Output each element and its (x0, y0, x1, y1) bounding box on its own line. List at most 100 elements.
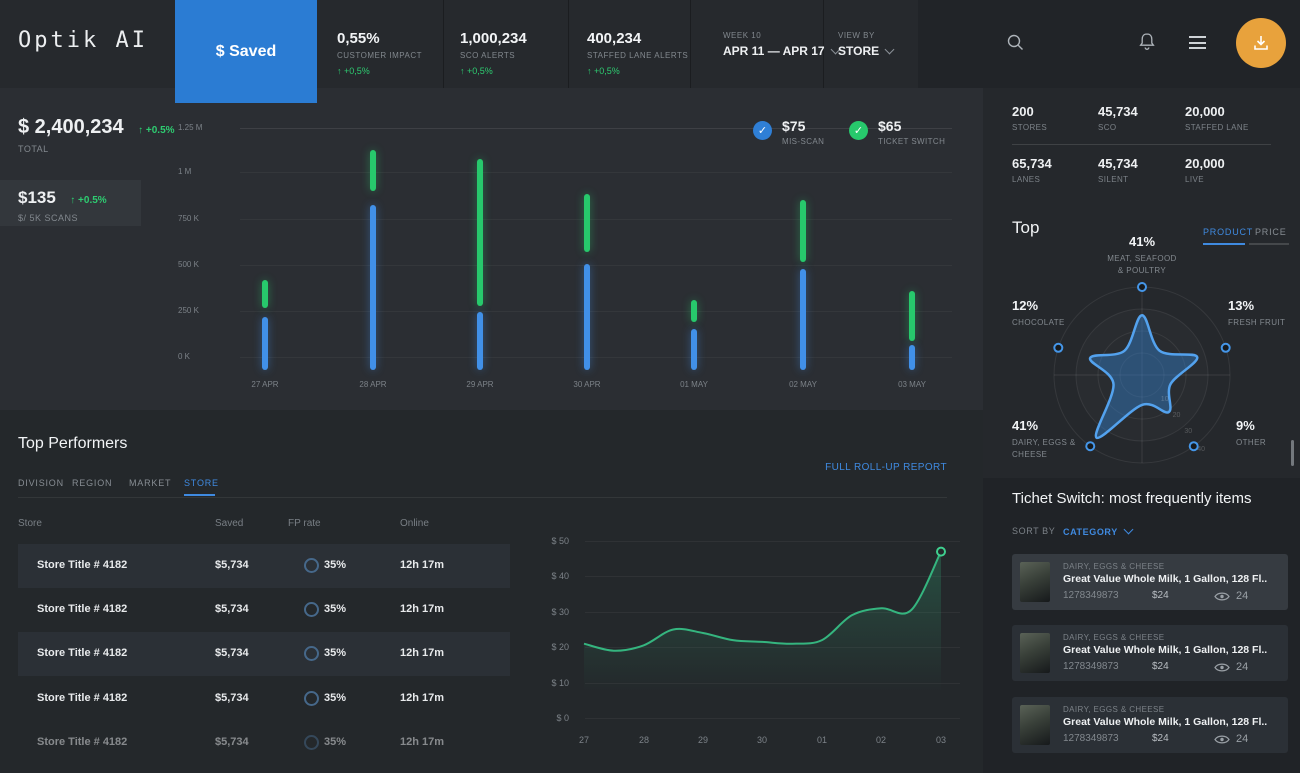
bar-mis-scan (262, 316, 268, 370)
table-row[interactable]: Store Title # 4182 $5,734 35% 12h 17m (18, 588, 510, 632)
check-icon: ✓ (849, 121, 868, 140)
gridline (240, 172, 952, 173)
kpi-per-scans-delta: ↑ +0.5% (70, 195, 107, 206)
product-sku: 1278349873 (1063, 733, 1119, 744)
table-row[interactable]: Store Title # 4182 $5,734 35% 12h 17m (18, 544, 510, 588)
product-title: Great Value Whole Milk, 1 Gallon, 128 Fl… (1063, 644, 1268, 656)
online-time: 12h 17m (400, 647, 445, 659)
table-row[interactable]: Store Title # 4182 $5,734 35% 12h 17m (18, 632, 510, 676)
week-selector[interactable]: WEEK 10 APR 11 — APR 17 (723, 31, 841, 58)
legend-label: TICKET SWITCH (878, 137, 946, 146)
y-tick: $ 30 (551, 607, 569, 617)
divider (690, 0, 691, 88)
x-tick: 30 APR (573, 380, 601, 389)
scrollbar-thumb[interactable] (1291, 440, 1294, 466)
legend-mis-scan[interactable]: ✓ $75 MIS-SCAN (753, 118, 824, 146)
bar-ticket-switch (800, 199, 806, 262)
product-card[interactable]: DAIRY, EGGS & CHEESE Great Value Whole M… (1012, 554, 1288, 610)
radar-ring-label: 10 (1161, 396, 1169, 403)
fp-rate: 35% (324, 736, 347, 748)
radar-shape (1088, 313, 1199, 439)
gridline (585, 576, 960, 577)
view-by-selector[interactable]: VIEW BY STORE (838, 31, 895, 58)
product-views: 24 (1236, 661, 1249, 673)
product-sku: 1278349873 (1063, 590, 1119, 601)
week-label: WEEK 10 (723, 31, 762, 40)
end-point-marker (936, 546, 946, 557)
top-section-title: Top (1012, 218, 1040, 237)
stat-value: 45,734 (1098, 104, 1138, 119)
saved-value: $5,734 (215, 559, 249, 571)
eye-icon (1214, 663, 1230, 672)
active-tab-underline (1203, 243, 1245, 245)
tab-division[interactable]: DIVISION (18, 478, 64, 488)
y-tick: $ 10 (551, 678, 569, 688)
stat-delta: ↑ +0,5% (460, 66, 493, 76)
legend-value: $65 (878, 118, 902, 134)
stat-delta: ↑ +0,5% (587, 66, 620, 76)
kpi-per-scans-label: $/ 5K SCANS (18, 213, 79, 223)
full-roll-up-report-link[interactable]: FULL ROLL-UP REPORT (825, 462, 947, 473)
legend-label: MIS-SCAN (782, 137, 825, 146)
stat-value: 65,734 (1012, 156, 1052, 171)
bar-mis-scan (584, 263, 590, 370)
bar-mis-scan (800, 269, 806, 370)
download-button[interactable] (1236, 18, 1286, 68)
section-title: Tichet Switch: most frequently items (1012, 490, 1252, 507)
tab-saved[interactable]: $ Saved (175, 0, 317, 103)
kpi-total-value: $ 2,400,234 (18, 116, 124, 138)
table-row[interactable]: Store Title # 4182 $5,734 35% 12h 17m (18, 677, 510, 721)
store-name: Store Title # 4182 (37, 559, 128, 571)
bar-ticket-switch (909, 290, 915, 341)
tab-price[interactable]: PRICE (1255, 227, 1287, 237)
x-tick: 01 (816, 735, 827, 745)
product-category: DAIRY, EGGS & CHEESE (1063, 562, 1165, 571)
tab-store[interactable]: STORE (184, 478, 219, 488)
product-card[interactable]: DAIRY, EGGS & CHEESE Great Value Whole M… (1012, 625, 1288, 681)
gridline (240, 128, 952, 129)
radar-ring-label: 40 (1197, 446, 1205, 453)
product-price: $24 (1152, 661, 1169, 672)
tab-region[interactable]: REGION (72, 478, 113, 488)
fp-rate: 35% (324, 559, 347, 571)
stat-label: LANES (1012, 175, 1041, 184)
app-logo: Optik AI (18, 28, 148, 53)
stat-label: CUSTOMER IMPACT (337, 51, 422, 60)
product-views: 24 (1236, 590, 1249, 602)
product-title: Great Value Whole Milk, 1 Gallon, 128 Fl… (1063, 573, 1268, 585)
product-card[interactable]: DAIRY, EGGS & CHEESE Great Value Whole M… (1012, 697, 1288, 753)
chevron-down-icon (884, 44, 895, 55)
menu-icon[interactable] (1189, 36, 1206, 49)
search-icon[interactable] (1006, 33, 1026, 53)
divider (568, 0, 569, 88)
tab-product[interactable]: PRODUCT (1203, 227, 1254, 237)
product-price: $24 (1152, 733, 1169, 744)
sort-by-label: SORT BY (1012, 526, 1056, 536)
stat-customer-impact: 0,55% CUSTOMER IMPACT ↑ +0,5% (337, 30, 422, 76)
y-tick: 250 K (178, 306, 199, 315)
stat-label: STAFFED LANE (1185, 123, 1249, 132)
header: Optik AI 0,55% CUSTOMER IMPACT ↑ +0,5% 1… (0, 0, 918, 88)
table-row[interactable]: Store Title # 4182 $5,734 35% 12h 17m (18, 721, 510, 765)
kpi-total-label: TOTAL (18, 144, 49, 154)
tab-market[interactable]: MARKET (129, 478, 172, 488)
y-tick: 0 K (178, 352, 191, 361)
y-tick: 1 M (178, 167, 192, 176)
bar-mis-scan (370, 205, 376, 370)
radar-pct: 41% (1128, 234, 1156, 249)
product-sku: 1278349873 (1063, 661, 1119, 672)
product-thumbnail (1020, 633, 1050, 673)
saved-value: $5,734 (215, 736, 249, 748)
stat-value: 400,234 (587, 30, 642, 47)
stat-label: STORES (1012, 123, 1048, 132)
y-tick: 750 K (178, 214, 199, 223)
bell-icon[interactable] (1137, 32, 1157, 54)
online-time: 12h 17m (400, 692, 445, 704)
divider (18, 497, 947, 498)
divider (823, 0, 824, 88)
x-tick: 03 (935, 735, 946, 745)
legend-ticket-switch[interactable]: ✓ $65 TICKET SWITCH (849, 118, 945, 146)
trend-line (583, 551, 942, 652)
sort-by-dropdown[interactable]: CATEGORY (1063, 524, 1134, 537)
radar-axis-dot (1085, 441, 1096, 452)
